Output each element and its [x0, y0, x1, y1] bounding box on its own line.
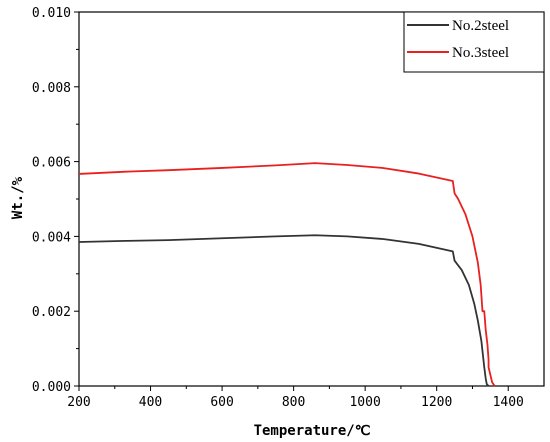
y-tick-label: 0.002 — [32, 305, 71, 320]
y-tick-label: 0.008 — [32, 81, 71, 96]
y-tick-label: 0.006 — [32, 156, 71, 171]
x-tick-label: 200 — [67, 395, 90, 410]
x-tick-label: 1000 — [349, 395, 380, 410]
series-line-no2steel — [78, 234, 490, 387]
x-tick-label: 1400 — [493, 395, 524, 410]
legend-label: No.2steel — [452, 18, 509, 34]
legend-label: No.3steel — [452, 45, 509, 61]
y-tick-label: 0.010 — [32, 6, 71, 21]
legend-box — [403, 11, 545, 73]
x-tick-label: 600 — [210, 395, 233, 410]
x-tick-label: 1200 — [421, 395, 452, 410]
x-tick-label: 400 — [139, 395, 162, 410]
y-tick-label: 0.004 — [32, 230, 71, 245]
y-axis-title: Wt./% — [10, 176, 26, 219]
x-axis-title: Temperature/℃ — [254, 423, 371, 439]
series-line-no3steel — [78, 162, 496, 387]
x-tick-label: 800 — [282, 395, 305, 410]
y-tick-label: 0.000 — [32, 380, 71, 395]
